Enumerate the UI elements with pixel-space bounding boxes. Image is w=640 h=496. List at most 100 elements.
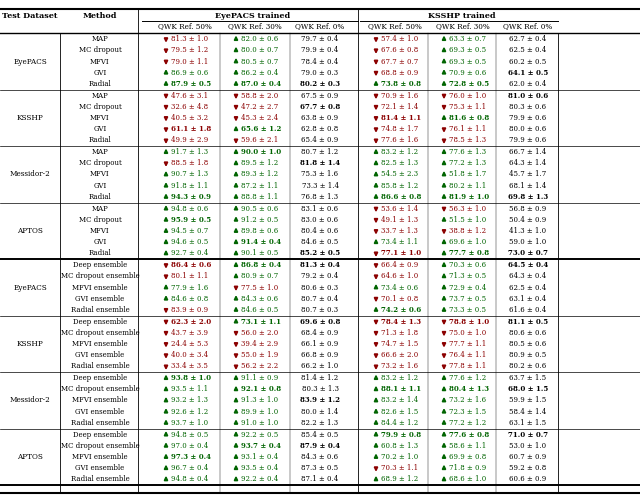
Text: 76.4 ± 1.1: 76.4 ± 1.1 [449,351,486,359]
Polygon shape [164,117,168,121]
Text: MFVI: MFVI [90,114,110,122]
Text: APTOS: APTOS [17,227,43,235]
Polygon shape [164,309,168,312]
Polygon shape [442,343,445,346]
Text: 81.4 ± 1.2: 81.4 ± 1.2 [301,374,339,382]
Polygon shape [442,94,445,98]
Text: 43.7 ± 3.9: 43.7 ± 3.9 [171,329,208,337]
Text: 77.6 ± 1.2: 77.6 ± 1.2 [449,374,486,382]
Polygon shape [374,128,378,131]
Text: Radial: Radial [88,249,111,257]
Text: 89.9 ± 1.0: 89.9 ± 1.0 [241,408,278,416]
Text: 92.7 ± 0.4: 92.7 ± 0.4 [171,249,208,257]
Text: 80.3 ± 1.3: 80.3 ± 1.3 [301,385,339,393]
Text: 56.0 ± 2.0: 56.0 ± 2.0 [241,329,278,337]
Text: 63.8 ± 0.9: 63.8 ± 0.9 [301,114,339,122]
Polygon shape [374,432,378,436]
Text: MC dropout: MC dropout [79,46,122,54]
Text: GVI: GVI [93,69,107,77]
Text: 62.5 ± 0.4: 62.5 ± 0.4 [509,46,547,54]
Polygon shape [374,219,378,222]
Polygon shape [374,264,378,267]
Polygon shape [442,207,445,211]
Text: 80.6 ± 0.6: 80.6 ± 0.6 [509,329,547,337]
Text: GVI ensemble: GVI ensemble [76,295,125,303]
Polygon shape [442,398,445,402]
Text: 73.2 ± 1.6: 73.2 ± 1.6 [381,363,418,371]
Polygon shape [164,455,168,458]
Text: 63.1 ± 1.5: 63.1 ± 1.5 [509,419,547,427]
Polygon shape [234,343,237,346]
Polygon shape [374,207,378,211]
Text: 66.1 ± 0.9: 66.1 ± 0.9 [301,340,339,348]
Text: 84.3 ± 0.6: 84.3 ± 0.6 [241,295,278,303]
Text: 74.7 ± 1.5: 74.7 ± 1.5 [381,340,419,348]
Polygon shape [234,319,237,323]
Polygon shape [164,466,168,469]
Text: 73.4 ± 1.1: 73.4 ± 1.1 [381,238,418,246]
Polygon shape [234,150,237,153]
Text: 80.2 ± 1.1: 80.2 ± 1.1 [449,182,486,189]
Text: 33.4 ± 3.5: 33.4 ± 3.5 [171,363,208,371]
Text: 40.5 ± 3.2: 40.5 ± 3.2 [171,114,208,122]
Text: 91.8 ± 1.1: 91.8 ± 1.1 [171,182,208,189]
Text: 74.8 ± 1.7: 74.8 ± 1.7 [381,125,419,133]
Polygon shape [234,184,237,187]
Polygon shape [164,285,168,289]
Text: 83.2 ± 1.4: 83.2 ± 1.4 [381,396,418,405]
Text: 87.3 ± 0.5: 87.3 ± 0.5 [301,464,339,472]
Polygon shape [164,477,168,481]
Text: KSSHP: KSSHP [17,340,44,348]
Text: 83.0 ± 0.6: 83.0 ± 0.6 [301,216,339,224]
Text: QWK Ref. 30%: QWK Ref. 30% [228,22,282,30]
Text: 85.4 ± 0.5: 85.4 ± 0.5 [301,431,339,438]
Text: 73.3 ± 1.4: 73.3 ± 1.4 [301,182,339,189]
Text: 65.6 ± 1.2: 65.6 ± 1.2 [241,125,282,133]
Polygon shape [234,106,237,109]
Text: 97.0 ± 0.4: 97.0 ± 0.4 [171,442,208,450]
Text: 80.9 ± 0.7: 80.9 ± 0.7 [241,272,278,280]
Polygon shape [374,320,378,324]
Text: 80.2 ± 0.3: 80.2 ± 0.3 [300,80,340,88]
Text: QWK Ref. 50%: QWK Ref. 50% [368,22,422,30]
Text: 64.1 ± 0.5: 64.1 ± 0.5 [508,69,548,77]
Text: 45.7 ± 1.7: 45.7 ± 1.7 [509,171,547,179]
Text: 74.2 ± 0.6: 74.2 ± 0.6 [381,306,421,314]
Text: 69.6 ± 1.0: 69.6 ± 1.0 [449,238,486,246]
Text: 69.6 ± 0.8: 69.6 ± 0.8 [300,317,340,325]
Polygon shape [234,127,237,130]
Text: 59.9 ± 1.5: 59.9 ± 1.5 [509,396,547,405]
Polygon shape [374,230,378,234]
Text: 33.7 ± 1.3: 33.7 ± 1.3 [381,227,418,235]
Polygon shape [164,229,168,232]
Text: MFVI ensemble: MFVI ensemble [72,453,128,461]
Polygon shape [164,81,168,85]
Polygon shape [442,376,445,379]
Text: 82.2 ± 1.3: 82.2 ± 1.3 [301,419,339,427]
Text: GVI: GVI [93,238,107,246]
Text: 39.4 ± 2.9: 39.4 ± 2.9 [241,340,278,348]
Polygon shape [374,331,378,335]
Text: KSSHP: KSSHP [17,114,44,122]
Polygon shape [374,376,378,379]
Text: 88.8 ± 1.1: 88.8 ± 1.1 [241,193,278,201]
Polygon shape [164,354,168,358]
Text: QWK Ref. 30%: QWK Ref. 30% [436,22,490,30]
Polygon shape [442,48,445,52]
Polygon shape [374,298,378,301]
Text: 80.0 ± 0.6: 80.0 ± 0.6 [509,125,547,133]
Polygon shape [442,230,445,234]
Polygon shape [374,477,378,481]
Text: Test Dataset: Test Dataset [3,12,58,20]
Text: 72.1 ± 1.4: 72.1 ± 1.4 [381,103,419,111]
Polygon shape [234,365,237,369]
Text: 69.8 ± 1.3: 69.8 ± 1.3 [508,193,548,201]
Text: 68.1 ± 1.4: 68.1 ± 1.4 [509,182,547,189]
Polygon shape [442,354,445,358]
Text: 49.1 ± 1.3: 49.1 ± 1.3 [381,216,418,224]
Text: MFVI: MFVI [90,171,110,179]
Polygon shape [442,320,445,324]
Polygon shape [442,421,445,424]
Polygon shape [442,296,445,300]
Text: 73.0 ± 0.7: 73.0 ± 0.7 [508,249,548,257]
